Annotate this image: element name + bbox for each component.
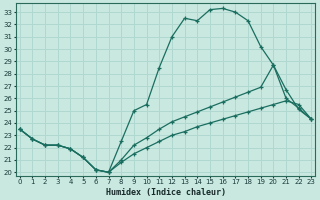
X-axis label: Humidex (Indice chaleur): Humidex (Indice chaleur) (106, 188, 226, 197)
